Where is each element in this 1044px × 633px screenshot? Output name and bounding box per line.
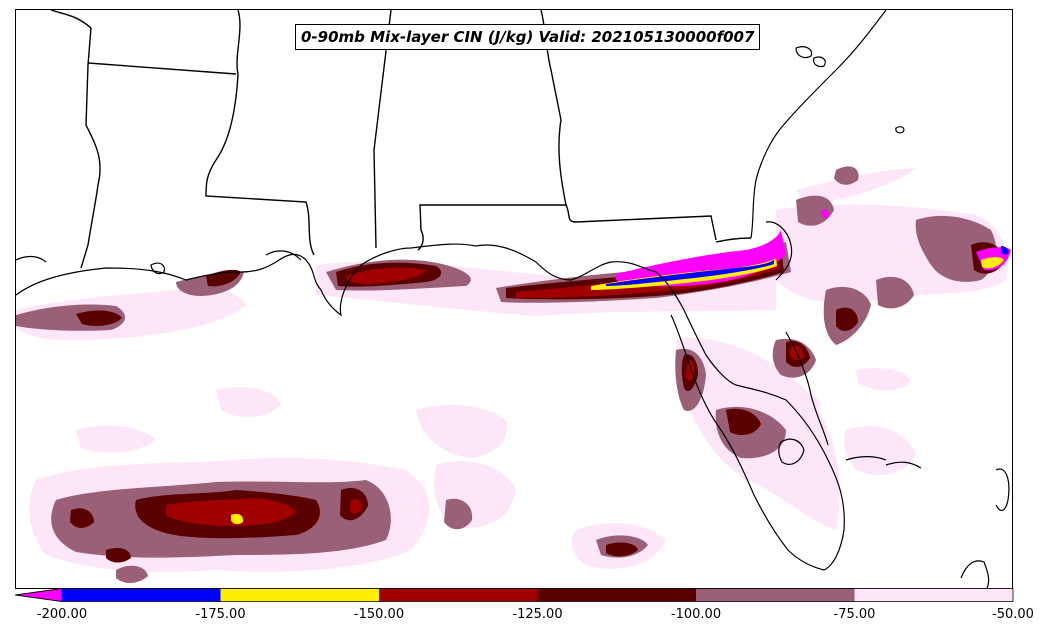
colorbar-bin-1 xyxy=(220,588,379,602)
colorbar-bin-4 xyxy=(696,588,855,602)
colorbar-extend-arrow xyxy=(15,588,63,602)
coastline xyxy=(16,10,1010,588)
colorbar-tick-label: -150.00 xyxy=(353,607,405,622)
colorbar-bin-3 xyxy=(537,588,696,602)
colorbar-tick-label: -175.00 xyxy=(195,607,246,622)
colorbar-bin-5 xyxy=(854,588,1013,602)
colorbar xyxy=(15,588,1014,602)
colorbar-tick-label: -100.00 xyxy=(670,607,722,622)
map-title: 0-90mb Mix-layer CIN (J/kg) Valid: 20210… xyxy=(295,24,761,50)
colorbar-bins xyxy=(15,588,1014,602)
cin-map xyxy=(16,10,1011,588)
colorbar-tick-label: -200.00 xyxy=(36,607,88,622)
cin-field-layer xyxy=(16,166,1011,584)
colorbar-bin-0 xyxy=(62,588,221,602)
colorbar-tick-label: -50.00 xyxy=(992,607,1034,622)
cin-maroon-contours xyxy=(166,250,804,527)
cin-blue-contours xyxy=(606,246,1009,286)
map-panel: 0-90mb Mix-layer CIN (J/kg) Valid: 20210… xyxy=(15,9,1013,589)
colorbar-tick-label: -125.00 xyxy=(512,607,563,622)
colorbar-bin-2 xyxy=(379,588,538,602)
colorbar-tick-label: -75.00 xyxy=(833,607,876,622)
